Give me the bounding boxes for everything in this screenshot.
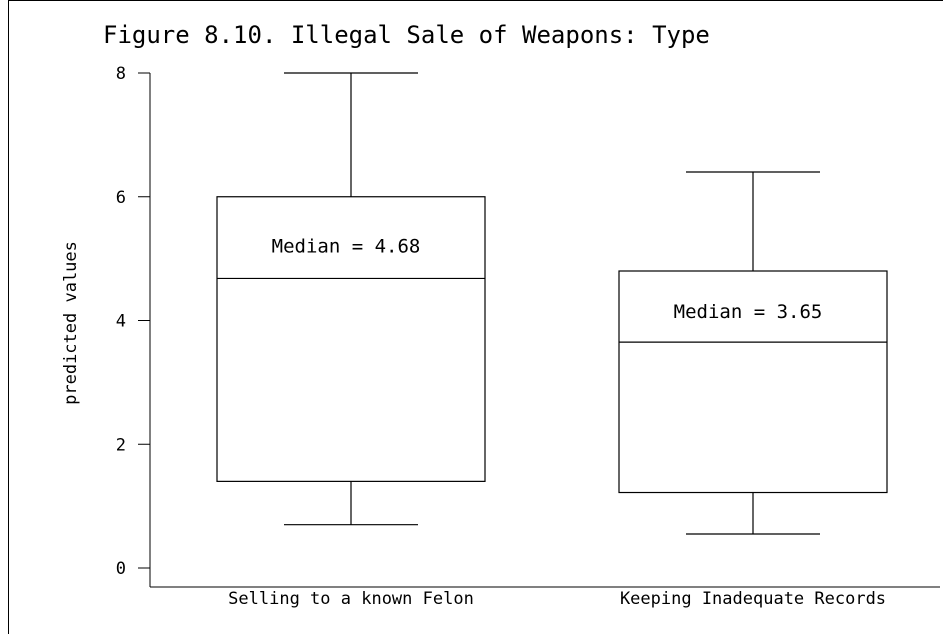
y-tick-label: 6 [116, 188, 126, 208]
y-tick-label: 4 [116, 312, 126, 332]
frame-top-edge [8, 0, 943, 1]
x-category-label: Selling to a known Felon [228, 589, 474, 609]
box-group: Median = 4.68 [216, 72, 486, 526]
y-axis-ticks: 0 2 4 6 8 [116, 64, 150, 579]
y-tick-label: 8 [116, 64, 126, 84]
y-tick-label: 0 [116, 559, 126, 579]
y-tick-label: 2 [116, 435, 126, 455]
chart-title: Figure 8.10. Illegal Sale of Weapons: Ty… [103, 21, 710, 49]
box-series: Median = 4.68 Median = 3.65 [216, 72, 888, 535]
box-group: Median = 3.65 [618, 171, 888, 535]
frame-left-edge [8, 0, 9, 634]
y-axis-label: predicted values [61, 241, 81, 405]
x-category-label: Keeping Inadequate Records [620, 589, 886, 609]
x-axis-category-labels: Selling to a known Felon Keeping Inadequa… [228, 589, 886, 609]
median-annotation: Median = 4.68 [272, 235, 421, 257]
median-annotation: Median = 3.65 [674, 301, 823, 323]
